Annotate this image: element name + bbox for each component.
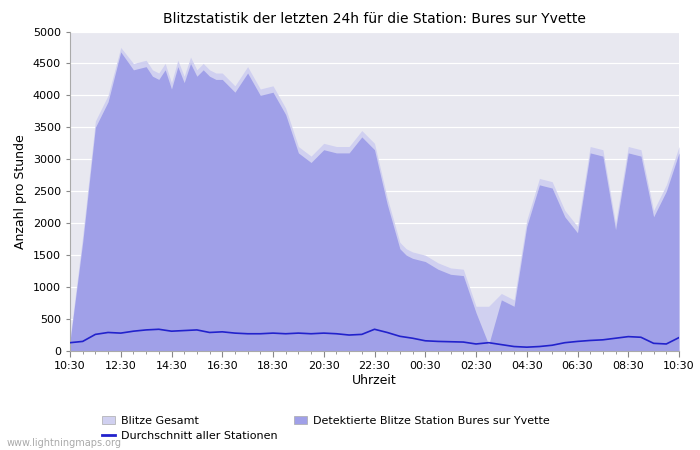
Y-axis label: Anzahl pro Stunde: Anzahl pro Stunde [14,134,27,248]
Legend: Blitze Gesamt, Durchschnitt aller Stationen, Detektierte Blitze Station Bures su: Blitze Gesamt, Durchschnitt aller Statio… [102,415,550,441]
Title: Blitzstatistik der letzten 24h für die Station: Bures sur Yvette: Blitzstatistik der letzten 24h für die S… [163,12,586,26]
Text: www.lightningmaps.org: www.lightningmaps.org [7,438,122,448]
X-axis label: Uhrzeit: Uhrzeit [352,374,397,387]
